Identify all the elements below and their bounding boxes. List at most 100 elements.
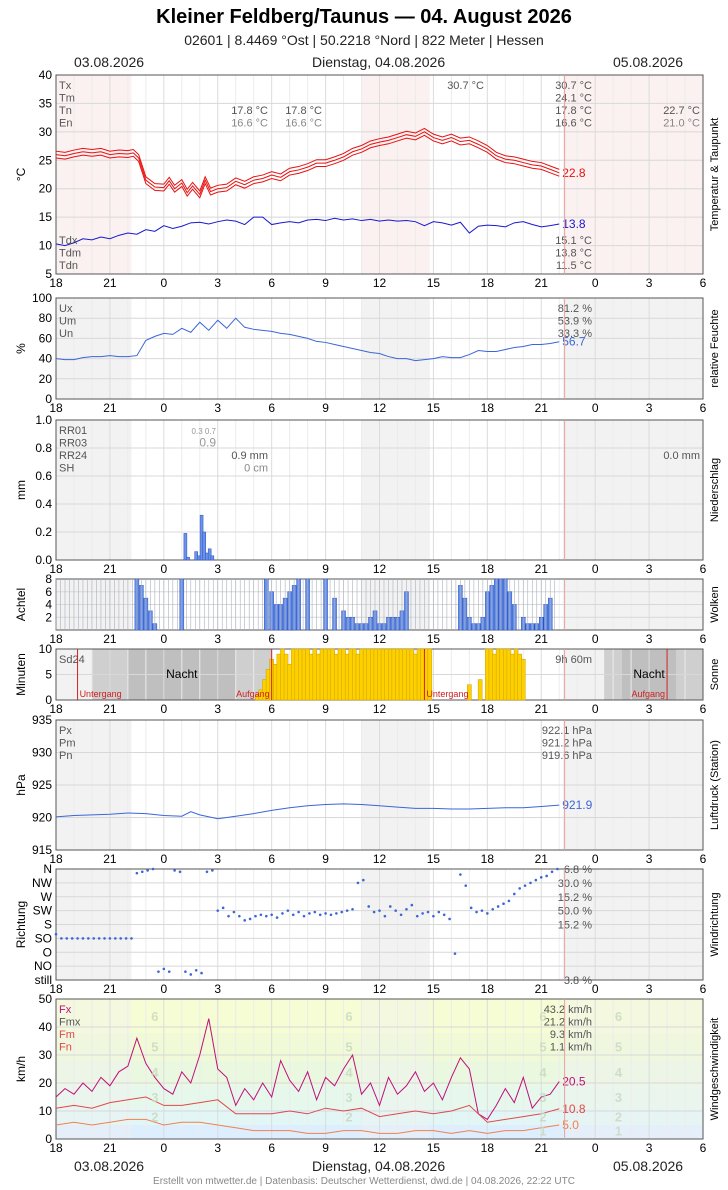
x-tick-label: 15 [427, 982, 441, 996]
winddir-point [162, 967, 166, 971]
precipitation-bar [207, 548, 212, 561]
winddir-point [108, 937, 112, 940]
x-tick-label: 0 [592, 632, 599, 646]
precipitation-frame [55, 419, 704, 561]
x-tick-label: 0 [160, 702, 167, 716]
night-shade [361, 298, 430, 399]
x-tick-label: 9 [322, 562, 329, 576]
winddir-point [232, 910, 236, 914]
winddir-point [437, 910, 441, 914]
x-tick-label: 9 [322, 632, 329, 646]
winddir-point [178, 870, 182, 874]
stat-label: Fm [59, 1029, 75, 1041]
stat-label: Tdn [59, 260, 78, 272]
date-right-bottom: 05.08.2026 [613, 1158, 684, 1174]
windspeed-frame [55, 998, 704, 1140]
panel-side-label: Luftdruck (Station) [709, 740, 721, 830]
y-tick-label: 930 [32, 746, 52, 760]
winddir-point [372, 910, 376, 914]
beaufort-label: 4 [539, 1065, 547, 1080]
x-tick-label: 12 [373, 276, 387, 290]
temp-min-line [55, 134, 560, 199]
y-tick-label: 35 [39, 96, 53, 110]
winddir-point [556, 867, 559, 871]
y-tick-label: 8 [45, 572, 52, 586]
beaufort-label: 1 [539, 1124, 546, 1139]
winddir-point [184, 970, 187, 973]
winddir-point [97, 937, 101, 940]
y-tick-label: 60 [39, 331, 53, 345]
beaufort-label: 3 [615, 1090, 622, 1105]
series-line-relative feuchte [55, 317, 560, 362]
x-tick-label: 18 [49, 852, 63, 866]
winddir-point [151, 867, 155, 871]
night-shade [361, 420, 430, 560]
x-tick-label: 6 [268, 401, 275, 415]
precipitation-bar [210, 555, 215, 561]
stat-value: 922.1 hPa [542, 725, 593, 737]
series-line-fm [55, 1096, 560, 1123]
panel-side-label: Windrichtung [709, 892, 721, 956]
winddir-point [297, 910, 300, 914]
stat-label: Px [59, 725, 72, 737]
winddir-point [291, 913, 295, 917]
winddir-point [103, 937, 106, 940]
y-axis-label: km/h [14, 1056, 28, 1082]
y-axis-label: Achtel [14, 588, 28, 621]
night-label: Nacht [633, 667, 665, 681]
winddir-point [87, 937, 90, 940]
x-tick-label: 3 [214, 401, 221, 415]
winddir-point [81, 937, 85, 940]
x-tick-label: 3 [646, 632, 653, 646]
winddir-point [173, 869, 176, 872]
stat-label: Ux [59, 303, 73, 315]
winddir-point [486, 912, 489, 915]
beaufort-label: 3 [539, 1090, 546, 1105]
beaufort-label: 1 [615, 1124, 622, 1139]
stat-label: Pn [59, 750, 72, 762]
x-tick-label: 21 [535, 276, 549, 290]
humidity-frame [55, 297, 704, 400]
stat-value: 9.3 km/h [550, 1029, 592, 1041]
x-tick-label: 21 [535, 632, 549, 646]
y-tick-label: 935 [32, 713, 52, 727]
stat-value: 16.6 °C [285, 118, 322, 130]
night-shade [562, 420, 703, 560]
stat-value: 16.6 °C [231, 118, 268, 130]
stat-value: 33.3 % [558, 328, 592, 340]
y-tick-label: 0 [45, 1132, 52, 1146]
x-tick-label: 21 [535, 702, 549, 716]
winddir-point [318, 913, 322, 917]
x-tick-label: 9 [322, 1141, 329, 1155]
x-tick-label: 18 [481, 1141, 495, 1155]
stat-value: 16.6 °C [555, 118, 592, 130]
y-axis-label: mm [14, 480, 28, 500]
x-tick-label: 18 [481, 401, 495, 415]
y-axis-label: Minuten [14, 653, 28, 696]
x-tick-label: 0 [592, 276, 599, 290]
x-tick-label: 21 [103, 1141, 117, 1155]
stat-label: RR03 [59, 438, 87, 450]
x-tick-label: 0 [160, 632, 167, 646]
stat-value: 13.8 °C [555, 248, 592, 260]
winddir-point [432, 914, 435, 918]
page-title: Kleiner Feldberg/Taunus — 04. August 202… [156, 6, 572, 28]
winddir-point [459, 873, 462, 876]
winddir-point [469, 906, 473, 910]
stat-label: Pm [59, 738, 76, 750]
y-tick-label: 0 [45, 392, 52, 406]
stat-value: 24.1 °C [555, 93, 592, 105]
winddir-point [388, 905, 392, 908]
series-last-value: 22.8 [562, 166, 586, 180]
winddir-point [302, 914, 306, 918]
x-tick-label: 15 [427, 852, 441, 866]
stat-value: 919.6 hPa [542, 750, 593, 762]
x-tick-label: 21 [103, 852, 117, 866]
stat-value: 6.8 % [564, 864, 592, 876]
winddir-point [157, 970, 160, 973]
sunshine-bar [477, 679, 483, 701]
winddir-point [453, 952, 457, 955]
x-tick-label: 6 [268, 852, 275, 866]
footer-credits: Erstellt von mtwetter.de | Datenbasis: D… [153, 1176, 575, 1187]
